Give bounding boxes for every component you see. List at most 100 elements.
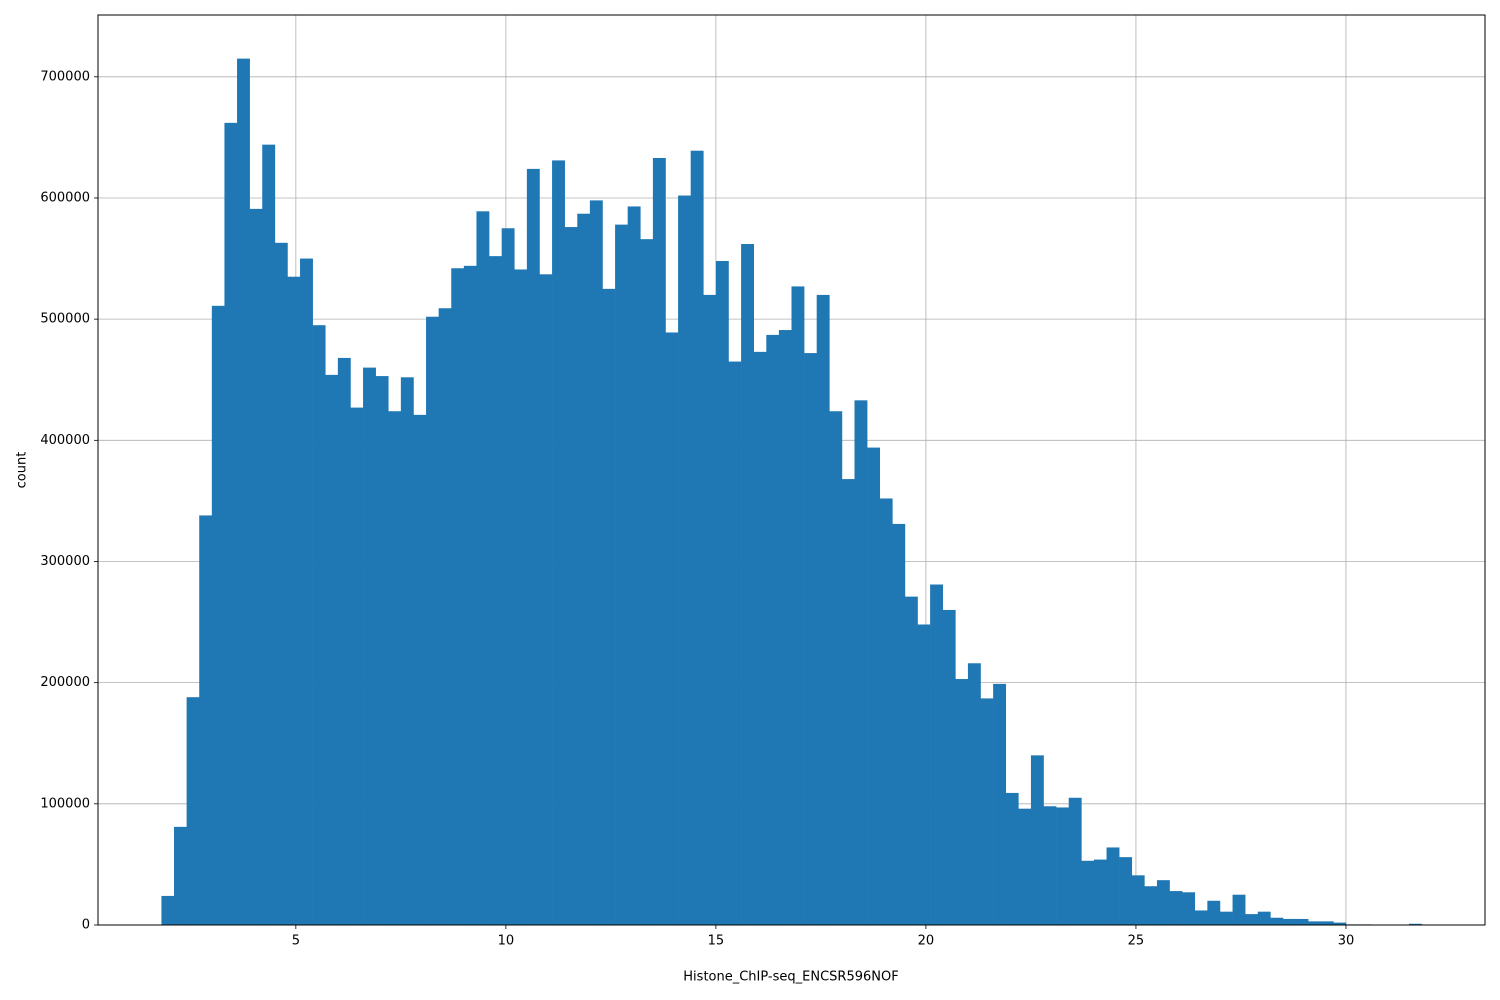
- bar: [602, 288, 616, 925]
- bar: [627, 206, 641, 925]
- bar: [678, 195, 691, 925]
- bar: [325, 374, 339, 926]
- bar: [161, 895, 175, 925]
- bar: [337, 357, 351, 925]
- bar: [1257, 911, 1271, 925]
- bar: [640, 239, 654, 925]
- bar: [703, 294, 717, 925]
- bar: [186, 697, 200, 925]
- bar: [1295, 918, 1309, 925]
- y-tick-label: 700000: [40, 69, 90, 84]
- bar: [816, 294, 830, 925]
- bar: [564, 227, 578, 925]
- bar: [728, 361, 742, 925]
- bar: [1156, 880, 1170, 925]
- bar: [1093, 859, 1107, 925]
- bar: [262, 144, 276, 925]
- bar: [1018, 808, 1032, 925]
- bar: [463, 265, 477, 925]
- bar: [1219, 911, 1233, 925]
- bar: [224, 122, 238, 925]
- bar: [1043, 806, 1057, 925]
- bar: [917, 624, 931, 925]
- bar: [791, 286, 805, 925]
- bar: [967, 663, 981, 925]
- bar: [249, 208, 263, 926]
- bar: [867, 447, 881, 925]
- bar: [274, 242, 288, 926]
- bar: [665, 332, 679, 925]
- bar: [1270, 917, 1284, 925]
- bar: [652, 157, 666, 926]
- bar: [489, 256, 502, 925]
- bar: [426, 316, 439, 925]
- bar: [438, 308, 452, 925]
- x-tick-label: 25: [1128, 934, 1145, 949]
- bar: [350, 407, 364, 925]
- bar: [1056, 807, 1070, 925]
- x-tick-label: 5: [292, 934, 300, 949]
- bar: [1068, 797, 1082, 925]
- bar: [514, 269, 528, 926]
- bar: [1320, 921, 1334, 925]
- bar: [804, 353, 818, 926]
- bar: [413, 414, 427, 925]
- bar: [904, 596, 918, 925]
- bar: [1245, 914, 1259, 925]
- bar: [1081, 860, 1095, 925]
- bar: [778, 330, 792, 925]
- bar: [1182, 892, 1196, 925]
- x-tick-label: 10: [498, 934, 515, 949]
- bar: [766, 334, 780, 926]
- bar: [942, 609, 956, 925]
- bar: [211, 305, 225, 925]
- bar: [1030, 755, 1044, 925]
- bar: [501, 228, 515, 925]
- bar: [174, 826, 187, 925]
- bar: [1308, 921, 1322, 925]
- bar: [1119, 857, 1133, 925]
- bar: [1144, 886, 1158, 925]
- bar: [615, 224, 628, 925]
- bar: [1282, 918, 1296, 925]
- bar: [539, 274, 553, 925]
- bar: [741, 244, 754, 925]
- y-tick-label: 300000: [40, 554, 90, 569]
- bar: [1131, 875, 1145, 925]
- bar: [854, 400, 868, 925]
- bar: [199, 515, 213, 925]
- y-tick-label: 400000: [40, 433, 90, 448]
- x-tick-label: 20: [918, 934, 935, 949]
- y-tick-label: 100000: [40, 796, 90, 811]
- y-tick-label: 500000: [40, 312, 90, 327]
- bar: [690, 150, 704, 925]
- y-tick-label: 600000: [40, 190, 90, 205]
- bar: [879, 498, 893, 925]
- x-tick-label: 15: [708, 934, 725, 949]
- bar: [1207, 900, 1221, 925]
- bar: [955, 679, 969, 925]
- x-tick-label: 30: [1338, 934, 1355, 949]
- bar: [552, 160, 565, 925]
- bar: [526, 168, 540, 925]
- bar: [1232, 894, 1246, 925]
- x-axis-label: Histone_ChIP-seq_ENCSR596NOF: [683, 970, 898, 985]
- bar: [841, 479, 855, 925]
- bar: [1005, 792, 1019, 925]
- bar: [237, 58, 250, 926]
- bar: [829, 411, 843, 925]
- bar: [715, 260, 729, 925]
- bar: [300, 258, 313, 925]
- y-tick-label: 0: [82, 918, 90, 933]
- bar: [589, 200, 603, 925]
- bar: [1408, 923, 1422, 925]
- bar: [753, 351, 767, 925]
- bar: [577, 213, 591, 926]
- y-axis-label: count: [15, 452, 30, 489]
- bar: [451, 268, 465, 925]
- bar: [363, 367, 376, 925]
- bar: [1106, 847, 1120, 925]
- bar: [312, 325, 326, 926]
- bar: [400, 377, 414, 925]
